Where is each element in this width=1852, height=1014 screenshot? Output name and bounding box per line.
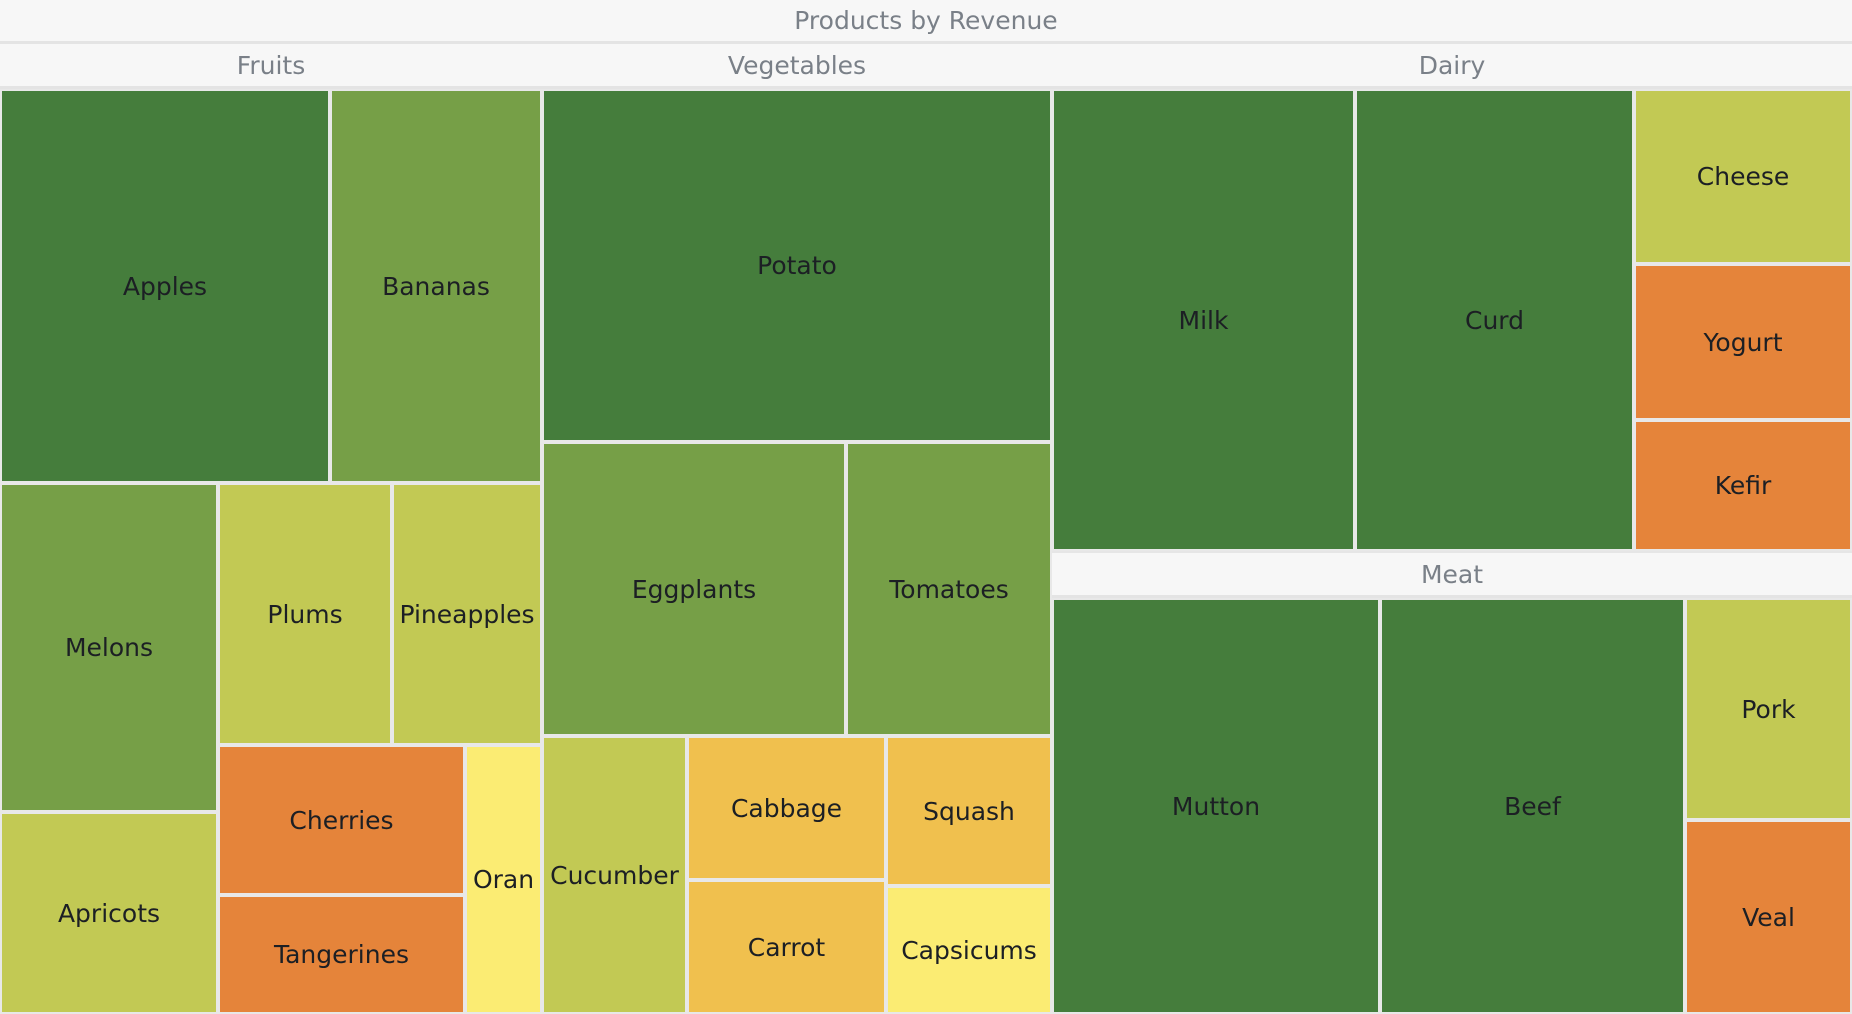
tile-yogurt[interactable]: Yogurt: [1634, 264, 1852, 420]
tile-eggplants[interactable]: Eggplants: [542, 442, 846, 736]
tile-bananas[interactable]: Bananas: [330, 89, 542, 483]
tile-cheese[interactable]: Cheese: [1634, 89, 1852, 264]
tile-carrot[interactable]: Carrot: [687, 880, 886, 1014]
tile-milk[interactable]: Milk: [1052, 89, 1355, 551]
group-header-meat[interactable]: Meat: [1052, 553, 1852, 598]
tile-cherries[interactable]: Cherries: [218, 745, 465, 895]
tile-veal[interactable]: Veal: [1685, 820, 1852, 1014]
tile-apples[interactable]: Apples: [0, 89, 330, 483]
tile-tangerines[interactable]: Tangerines: [218, 895, 465, 1014]
tile-pineapples[interactable]: Pineapples: [392, 483, 542, 745]
tile-melons[interactable]: Melons: [0, 483, 218, 812]
tile-kefir[interactable]: Kefir: [1634, 420, 1852, 551]
tile-pork[interactable]: Pork: [1685, 598, 1852, 820]
tile-apricots[interactable]: Apricots: [0, 812, 218, 1014]
tile-cucumber[interactable]: Cucumber: [542, 736, 687, 1014]
tile-cabbage[interactable]: Cabbage: [687, 736, 886, 880]
group-header-vegetables[interactable]: Vegetables: [542, 44, 1052, 89]
tile-potato[interactable]: Potato: [542, 89, 1052, 442]
group-header-fruits[interactable]: Fruits: [0, 44, 542, 89]
group-header-dairy[interactable]: Dairy: [1052, 44, 1852, 89]
tile-oran[interactable]: Oran: [465, 745, 542, 1014]
tile-plums[interactable]: Plums: [218, 483, 392, 745]
tile-tomatoes[interactable]: Tomatoes: [846, 442, 1052, 736]
tile-squash[interactable]: Squash: [886, 736, 1052, 886]
tile-beef[interactable]: Beef: [1380, 598, 1685, 1014]
tile-curd[interactable]: Curd: [1355, 89, 1634, 551]
tile-mutton[interactable]: Mutton: [1052, 598, 1380, 1014]
chart-title: Products by Revenue: [0, 0, 1852, 44]
tile-capsicums[interactable]: Capsicums: [886, 886, 1052, 1014]
